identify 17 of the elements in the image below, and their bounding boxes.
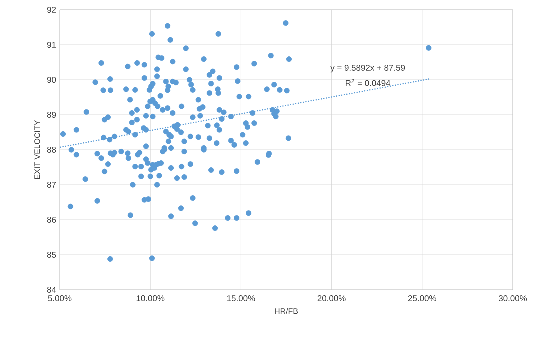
x-tick-label: 5.00% (48, 296, 72, 302)
y-tick-label: 91 (47, 42, 56, 48)
y-tick-label: 85 (47, 252, 56, 258)
y-tick-label: 84 (47, 287, 56, 293)
x-tick-label: 30.00% (498, 296, 528, 302)
y-tick-label: 86 (47, 217, 56, 223)
x-tick-label: 25.00% (408, 296, 436, 302)
annotation: y = 9.5892x + 87.59 (330, 64, 406, 73)
y-tick-label: 88 (47, 147, 56, 153)
annotation: R$^{2}$ = 0.0494 (346, 79, 391, 86)
x-tick-label: 10.00% (136, 296, 165, 302)
y-tick-label: 92 (47, 7, 56, 13)
y-tick-label: 87 (47, 182, 56, 188)
x-tick-label: 15.00% (227, 296, 256, 302)
y-tick-label: 89 (47, 112, 56, 118)
x-tick-label: 20.00% (318, 296, 346, 302)
y-tick-label: 90 (47, 77, 56, 83)
